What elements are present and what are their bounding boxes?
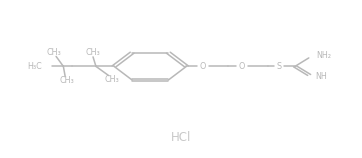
Text: S: S [276, 62, 281, 71]
Text: O: O [239, 62, 245, 71]
Text: H₃C: H₃C [28, 62, 42, 71]
Text: CH₃: CH₃ [86, 48, 100, 57]
Text: CH₃: CH₃ [47, 48, 62, 57]
Text: HCl: HCl [171, 131, 191, 144]
Text: NH₂: NH₂ [316, 51, 331, 60]
Text: O: O [199, 62, 206, 71]
Text: CH₃: CH₃ [60, 76, 74, 85]
Text: CH₃: CH₃ [105, 75, 119, 84]
Text: NH: NH [315, 72, 327, 81]
